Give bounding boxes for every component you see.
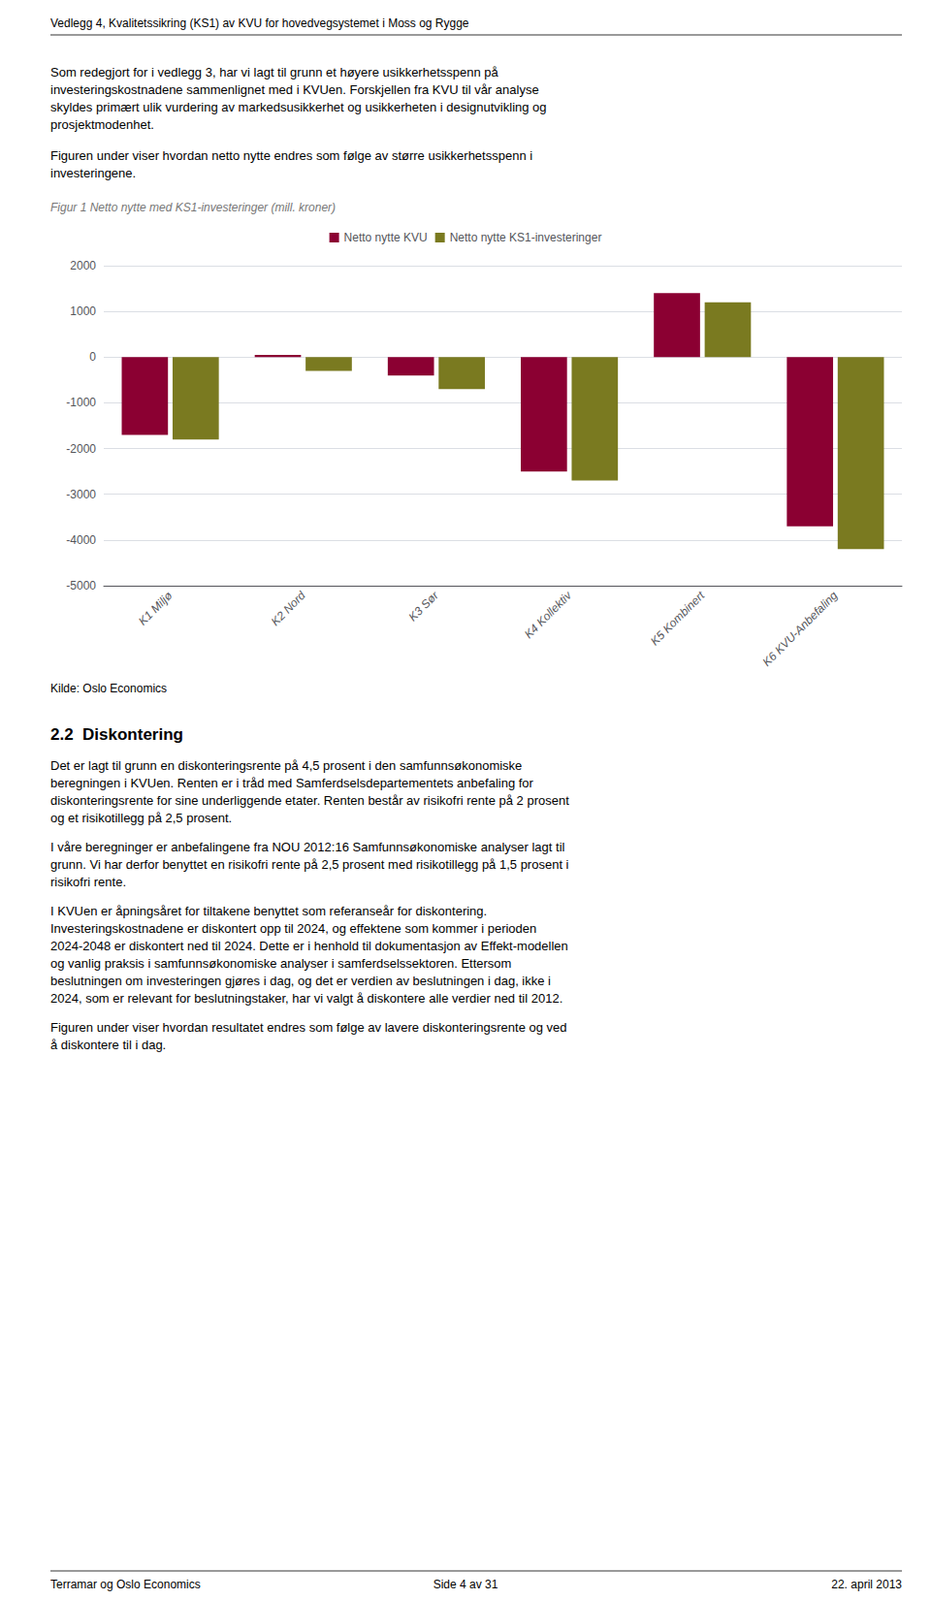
svg-text:Terramar og Oslo Economics: Terramar og Oslo Economics bbox=[50, 1577, 201, 1592]
svg-text:Figuren under viser hvordan re: Figuren under viser hvordan resultatet e… bbox=[50, 1020, 568, 1035]
svg-text:beslutningen om investeringen: beslutningen om investeringen gjøres i d… bbox=[50, 973, 551, 989]
svg-text:-3000: -3000 bbox=[65, 487, 97, 502]
svg-text:Som redegjort for i vedlegg 3,: Som redegjort for i vedlegg 3, har vi la… bbox=[50, 64, 500, 80]
svg-text:-2000: -2000 bbox=[65, 442, 97, 456]
svg-text:Side 4 av 31: Side 4 av 31 bbox=[433, 1577, 499, 1592]
svg-text:Figur 1 Netto nytte med KS1-in: Figur 1 Netto nytte med KS1-investeringe… bbox=[50, 200, 336, 215]
svg-text:K4 Kollektiv: K4 Kollektiv bbox=[521, 587, 576, 642]
svg-text:K2 Nord: K2 Nord bbox=[268, 588, 309, 629]
svg-text:I våre beregninger er anbefali: I våre beregninger er anbefalingene fra … bbox=[50, 839, 566, 855]
svg-text:Det er lagt til grunn en disko: Det er lagt til grunn en diskonteringsre… bbox=[50, 758, 522, 773]
svg-text:2024-2048 er diskontert ned ti: 2024-2048 er diskontert ned til 2024. De… bbox=[50, 938, 569, 954]
svg-text:risikofri rente.: risikofri rente. bbox=[50, 874, 127, 890]
svg-text:2024, som er relevant for besl: 2024, som er relevant for beslutningstak… bbox=[50, 991, 563, 1006]
svg-text:22. april 2013: 22. april 2013 bbox=[831, 1577, 902, 1592]
svg-text:I KVUen er åpningsåret for til: I KVUen er åpningsåret for tiltakene ben… bbox=[50, 903, 487, 919]
svg-text:beregningen i KVUen. Renten er: beregningen i KVUen. Renten er i tråd me… bbox=[50, 775, 535, 791]
svg-text:Netto nytte KVU: Netto nytte KVU bbox=[344, 230, 428, 245]
svg-text:Figuren under viser hvordan ne: Figuren under viser hvordan netto nytte … bbox=[50, 148, 533, 163]
svg-text:K1 Miljø: K1 Miljø bbox=[135, 588, 176, 629]
svg-text:-5000: -5000 bbox=[65, 578, 97, 593]
svg-text:investeringene.: investeringene. bbox=[50, 165, 136, 181]
svg-text:skyldes primært ulik vurdering: skyldes primært ulik vurdering av marked… bbox=[50, 99, 547, 115]
svg-text:å diskontere til i dag.: å diskontere til i dag. bbox=[50, 1037, 166, 1053]
svg-text:Vedlegg 4, Kvalitetssikring (K: Vedlegg 4, Kvalitetssikring (KS1) av KVU… bbox=[50, 16, 470, 31]
svg-text:grunn. Vi har derfor benyttet: grunn. Vi har derfor benyttet en risikof… bbox=[50, 857, 570, 872]
svg-text:Investeringskostnadene er disk: Investeringskostnadene er diskontert opp… bbox=[50, 921, 537, 936]
svg-text:prosjektmodenhet.: prosjektmodenhet. bbox=[50, 117, 155, 132]
svg-text:K6 KVU-Anbefaling: K6 KVU-Anbefaling bbox=[759, 588, 840, 670]
svg-text:investeringskostnadene sammenl: investeringskostnadene sammenlignet med … bbox=[50, 82, 540, 97]
svg-text:-4000: -4000 bbox=[65, 533, 97, 547]
svg-text:2.2 Diskontering: 2.2 Diskontering bbox=[50, 725, 184, 744]
svg-text:1000: 1000 bbox=[69, 304, 97, 319]
svg-text:K3 Sør: K3 Sør bbox=[406, 587, 443, 624]
svg-text:diskonteringsrente for sine un: diskonteringsrente for sine underliggend… bbox=[50, 793, 570, 808]
svg-text:Netto nytte KS1-investeringer: Netto nytte KS1-investeringer bbox=[449, 230, 603, 245]
svg-text:og vanlig praksis i samfunnsøk: og vanlig praksis i samfunnsøkonomiske a… bbox=[50, 956, 512, 971]
svg-text:og et risikotillegg på 2,5 pro: og et risikotillegg på 2,5 prosent. bbox=[50, 810, 232, 826]
svg-text:Kilde: Oslo Economics: Kilde: Oslo Economics bbox=[50, 681, 167, 696]
svg-text:0: 0 bbox=[89, 350, 97, 364]
svg-text:-1000: -1000 bbox=[65, 395, 97, 410]
svg-text:K5 Kombinert: K5 Kombinert bbox=[647, 588, 708, 649]
svg-text:2000: 2000 bbox=[69, 258, 97, 273]
